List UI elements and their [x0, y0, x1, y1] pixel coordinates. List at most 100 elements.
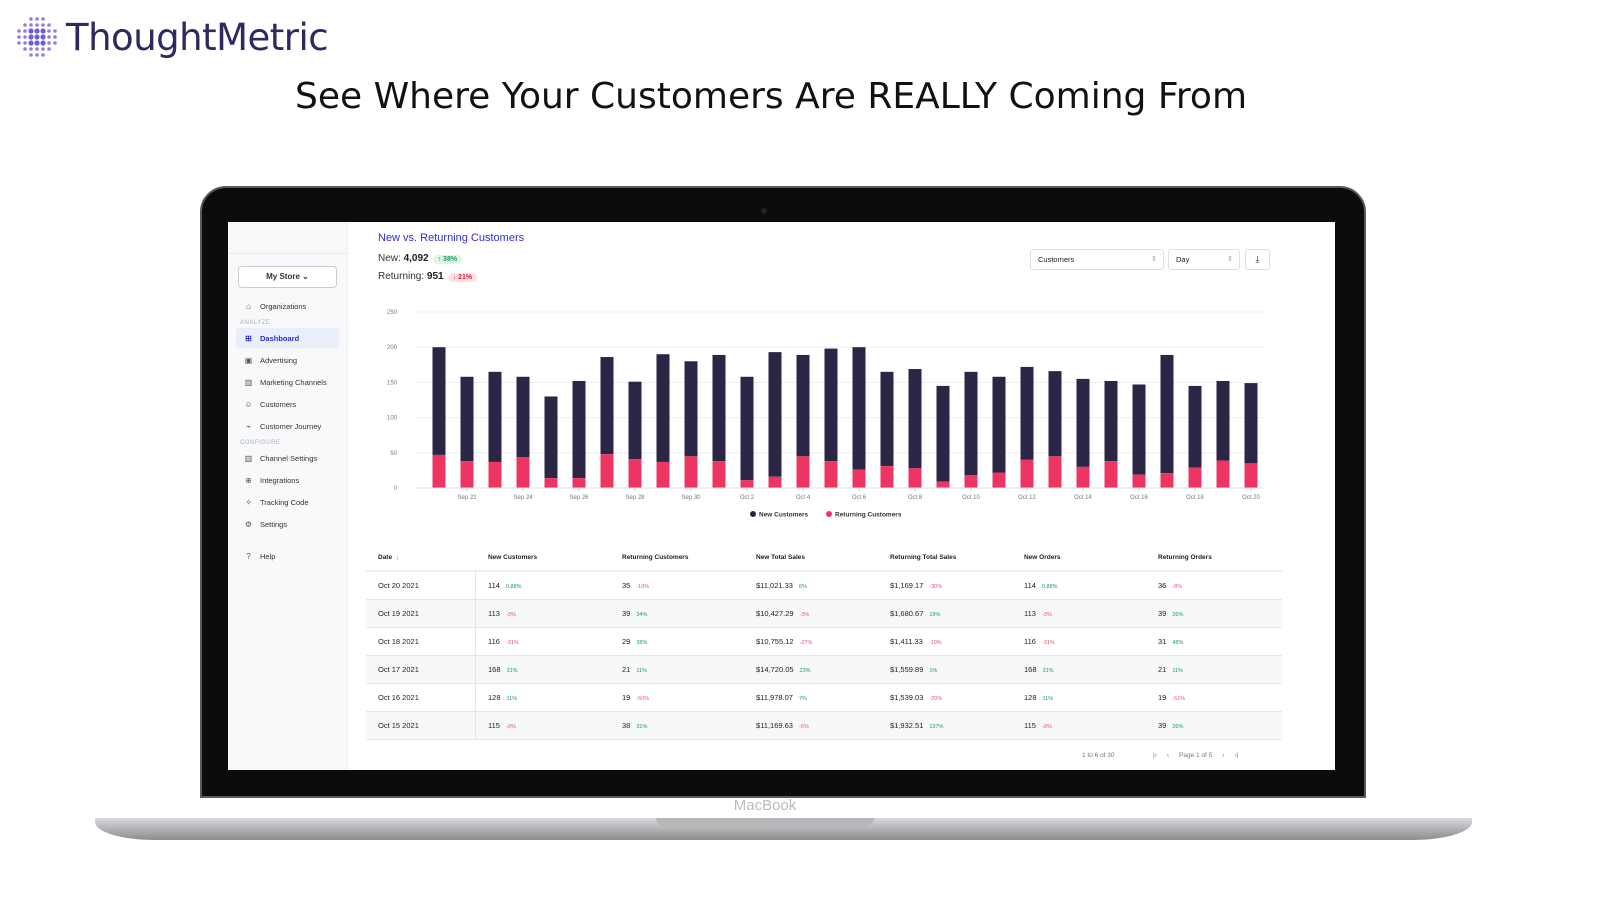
change-percent: -3%	[799, 612, 810, 618]
cell-value: 116	[488, 637, 500, 646]
table-row[interactable]: Oct 20 2021 114 0.88% 35 -10% $11,021.33 6% $1,…	[366, 572, 1282, 600]
bar-returning-customers	[1216, 460, 1230, 488]
column-header[interactable]: New Customers	[476, 554, 610, 561]
bar-chart: 0 50 100 150 200 250 Sep 22 Sep 24 Sep 26 Sep 28 S…	[387, 310, 1263, 519]
change-percent: -5%	[798, 724, 809, 730]
bar-returning-customers	[796, 456, 810, 488]
table-cell: 39 34%	[610, 609, 744, 618]
next-page-icon[interactable]: ›	[1222, 752, 1225, 759]
bar-returning-customers	[432, 454, 446, 488]
cell-value: 168	[488, 665, 501, 674]
y-tick-label: 200	[387, 345, 398, 351]
data-table: Date ↓ New Customers Returning Customers Ne…	[366, 544, 1282, 740]
date-cell: Oct 17 2021	[366, 656, 476, 683]
table-cell: $1,169.17 -30%	[878, 581, 1012, 590]
column-header-label: Returning Orders	[1158, 553, 1212, 561]
last-page-icon[interactable]: ›|	[1234, 752, 1239, 759]
table-cell: 113 -3%	[1012, 609, 1146, 618]
bar-new-customers	[712, 354, 726, 462]
bars-icon: ▥	[244, 377, 253, 387]
bar-new-customers	[516, 376, 530, 458]
sidebar-item-label: Dashboard	[260, 333, 300, 343]
sidebar-item-integrations[interactable]: ⊕ Integrations	[236, 470, 339, 490]
sidebar-item-label: Channel Settings	[260, 453, 318, 463]
bar-returning-customers	[516, 457, 530, 488]
bars-icon: ▥	[244, 453, 253, 463]
store-selector[interactable]: My Store ⌄	[238, 266, 337, 288]
column-header[interactable]: Returning Customers	[610, 554, 744, 561]
table-row[interactable]: Oct 19 2021 113 -3% 39 34% $10,427.29 -3% $1,68…	[366, 600, 1282, 628]
column-header[interactable]: New Total Sales	[744, 554, 878, 561]
table-cell: 115 -9%	[476, 721, 610, 730]
first-page-icon[interactable]: |‹	[1153, 752, 1157, 759]
change-percent: -3%	[1041, 612, 1052, 618]
change-percent: 1%	[929, 668, 938, 674]
cell-value: $1,932.51	[890, 721, 924, 730]
logo-dot	[17, 35, 21, 39]
bar-returning-customers	[600, 454, 614, 488]
page-title: New vs. Returning Customers	[378, 232, 525, 244]
bar-new-customers	[460, 376, 474, 462]
sidebar-item-settings[interactable]: ⚙ Settings	[236, 514, 339, 534]
x-tick-label: Sep 22	[457, 495, 477, 501]
sidebar-item-advertising[interactable]: ▣ Advertising	[236, 350, 339, 370]
change-percent: 31%	[506, 668, 518, 674]
sidebar-item-dashboard[interactable]: ⊞ Dashboard	[236, 328, 339, 348]
change-percent: 26%	[1172, 724, 1184, 730]
cell-value: 116	[1024, 637, 1036, 646]
column-header[interactable]: Date ↓	[366, 544, 476, 570]
period-select[interactable]: Day ⇕	[1168, 249, 1240, 270]
sidebar-item-marketing-channels[interactable]: ▥ Marketing Channels	[236, 372, 339, 392]
column-header-label: Date	[378, 553, 393, 561]
column-header[interactable]: New Orders	[1012, 554, 1146, 561]
logo-dot	[47, 41, 51, 45]
logo-dot	[23, 23, 27, 27]
change-percent: 11%	[1172, 668, 1183, 674]
logo-dot	[35, 47, 39, 51]
logo-dot	[53, 29, 57, 33]
laptop-notch	[656, 818, 874, 826]
table-row[interactable]: Oct 18 2021 116 -31% 29 38% $10,755.12 -27% $1,…	[366, 628, 1282, 656]
logo-dot	[23, 29, 27, 33]
sidebar-item-channel-settings[interactable]: ▥ Channel Settings	[236, 448, 339, 468]
metric-select[interactable]: Customers ⇕	[1030, 249, 1164, 270]
journey-icon: ⌁	[246, 421, 251, 431]
change-percent: -9%	[505, 724, 516, 730]
logo-dot	[47, 29, 51, 33]
prev-page-icon[interactable]: ‹	[1166, 752, 1170, 759]
logo-dot	[40, 28, 46, 34]
x-tick-label: Oct 20	[1242, 495, 1260, 501]
sidebar-item-help[interactable]: ? Help	[236, 546, 339, 566]
table-cell: 39 26%	[1146, 609, 1282, 618]
bar-new-customers	[656, 354, 670, 462]
logo-dot	[47, 35, 51, 39]
sidebar-item-organizations[interactable]: ⌂ Organizations	[236, 296, 339, 316]
cell-value: 38	[622, 721, 631, 730]
x-tick-label: Oct 14	[1074, 495, 1092, 501]
table-cell: 36 -8%	[1146, 581, 1282, 590]
change-percent: -8%	[1172, 584, 1183, 590]
table-row[interactable]: Oct 17 2021 168 31% 21 11% $14,720.05 23% $1,55…	[366, 656, 1282, 684]
cell-value: 36	[1158, 581, 1167, 590]
bar-returning-customers	[1104, 461, 1118, 488]
sidebar-item-tracking-code[interactable]: ✧ Tracking Code	[236, 492, 339, 512]
bar-returning-customers	[628, 459, 642, 488]
bar-returning-customers	[880, 466, 894, 488]
sidebar-item-label: Advertising	[260, 355, 298, 365]
column-header-label: New Orders	[1024, 553, 1061, 561]
bar-returning-customers	[1160, 473, 1174, 488]
bar-new-customers	[936, 385, 950, 482]
cell-value: 113	[1024, 609, 1036, 618]
sidebar-item-customers[interactable]: ☺ Customers	[236, 394, 339, 414]
table-row[interactable]: Oct 15 2021 115 -9% 38 31% $11,169.63 -5% $1,93…	[366, 712, 1282, 740]
download-button[interactable]: ⤓	[1245, 249, 1270, 270]
bar-new-customers	[908, 369, 922, 469]
sidebar-item-customer-journey[interactable]: ⌁ Customer Journey	[236, 416, 339, 436]
y-tick-label: 150	[387, 380, 398, 386]
bar-returning-customers	[460, 461, 474, 488]
logo-dot	[35, 17, 39, 21]
column-header[interactable]: Returning Orders	[1146, 554, 1282, 561]
bar-new-customers	[796, 354, 810, 457]
table-row[interactable]: Oct 16 2021 128 11% 19 -50% $11,978.07 7% $1,53…	[366, 684, 1282, 712]
column-header[interactable]: Returning Total Sales	[878, 554, 1012, 561]
